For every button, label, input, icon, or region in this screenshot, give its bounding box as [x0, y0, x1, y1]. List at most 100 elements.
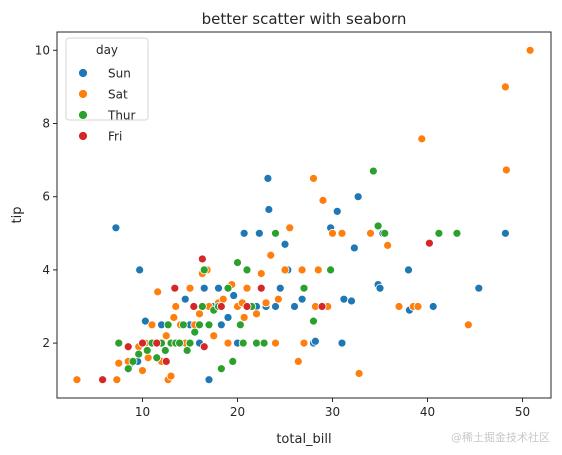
legend-label-sun: Sun: [108, 67, 131, 81]
point-sat: [293, 356, 303, 366]
x-tick-label: 50: [515, 405, 530, 419]
point-sat: [72, 375, 82, 385]
point-fri: [98, 375, 107, 385]
point-sat: [112, 375, 122, 385]
point-sat: [318, 195, 328, 205]
point-sun: [337, 338, 347, 348]
point-fri: [424, 238, 434, 248]
point-sat: [271, 338, 280, 348]
point-sat: [153, 287, 163, 297]
watermark: @稀土掘金技术社区: [451, 431, 550, 444]
point-sat: [413, 302, 423, 311]
point-sun: [404, 265, 413, 275]
point-thur: [204, 320, 214, 330]
point-sat: [161, 331, 171, 341]
point-sat: [242, 283, 252, 293]
point-thur: [152, 353, 162, 363]
point-sat: [195, 309, 204, 319]
point-sat: [500, 82, 510, 92]
point-sun: [264, 205, 274, 214]
point-fri: [256, 283, 266, 293]
x-tick-label: 20: [230, 405, 245, 419]
legend-marker-thur: [78, 110, 88, 120]
point-thur: [368, 166, 378, 176]
legend-marker-sat: [78, 89, 88, 99]
point-sat: [280, 265, 290, 275]
point-sat: [166, 371, 176, 381]
point-thur: [326, 265, 336, 275]
scatter-points: [72, 45, 535, 385]
point-sun: [180, 294, 190, 304]
point-thur: [309, 316, 318, 326]
point-sat: [114, 358, 124, 368]
point-sat: [313, 265, 323, 275]
point-thur: [380, 228, 390, 238]
point-sun: [229, 291, 239, 300]
point-sat: [169, 313, 179, 322]
point-thur: [373, 221, 383, 231]
point-thur: [197, 302, 207, 311]
point-sun: [216, 320, 226, 330]
point-thur: [160, 346, 170, 355]
x-axis-label: total_bill: [276, 432, 331, 447]
point-sat: [138, 366, 147, 375]
point-thur: [235, 320, 245, 330]
point-fri: [242, 302, 252, 311]
point-thur: [163, 320, 173, 330]
x-tick-label: 40: [420, 405, 435, 419]
point-fri: [216, 302, 226, 311]
legend: day Sun Sat Thur Fri: [65, 37, 149, 144]
legend-label-fri: Fri: [108, 130, 122, 144]
point-sat: [328, 228, 337, 238]
y-tick-label: 10: [35, 43, 50, 57]
point-sun: [199, 283, 209, 293]
point-sun: [275, 283, 285, 293]
point-sat: [239, 313, 249, 322]
point-sat: [394, 302, 404, 311]
point-thur: [199, 265, 209, 275]
point-fri: [161, 356, 171, 366]
point-sun: [223, 313, 233, 322]
point-sun: [111, 223, 121, 233]
point-sat: [223, 338, 233, 348]
point-sat: [501, 165, 511, 175]
point-sat: [366, 228, 375, 238]
point-thur: [185, 338, 195, 348]
point-sat: [309, 173, 318, 183]
point-sun: [214, 283, 223, 293]
legend-title: day: [96, 43, 118, 57]
point-sat: [273, 294, 283, 304]
point-sat: [463, 320, 473, 330]
point-thur: [190, 327, 200, 337]
point-sat: [417, 134, 427, 144]
point-thur: [299, 283, 309, 293]
point-sat: [209, 331, 219, 341]
point-thur: [434, 228, 444, 238]
point-sat: [299, 338, 309, 348]
point-thur: [178, 320, 188, 330]
point-sun: [353, 192, 363, 202]
point-sun: [347, 296, 356, 306]
point-sun: [254, 228, 264, 238]
x-axis: 10 20 30 40 50: [135, 398, 530, 419]
point-sun: [204, 375, 214, 385]
point-fri: [199, 342, 209, 352]
y-tick-label: 6: [42, 190, 50, 204]
point-fri: [317, 302, 327, 311]
y-tick-label: 8: [42, 117, 50, 131]
point-thur: [195, 320, 204, 330]
point-sun: [375, 283, 385, 293]
point-thur: [128, 356, 138, 366]
point-thur: [114, 338, 124, 348]
point-sun: [500, 228, 510, 238]
y-axis: 2 4 6 8 10: [35, 43, 57, 350]
point-sun: [297, 294, 307, 304]
point-sun: [140, 316, 150, 326]
legend-marker-fri: [78, 131, 88, 141]
point-thur: [228, 356, 238, 366]
point-sun: [280, 239, 290, 249]
point-sat: [354, 369, 364, 378]
point-sat: [261, 298, 271, 308]
point-thur: [452, 228, 462, 238]
